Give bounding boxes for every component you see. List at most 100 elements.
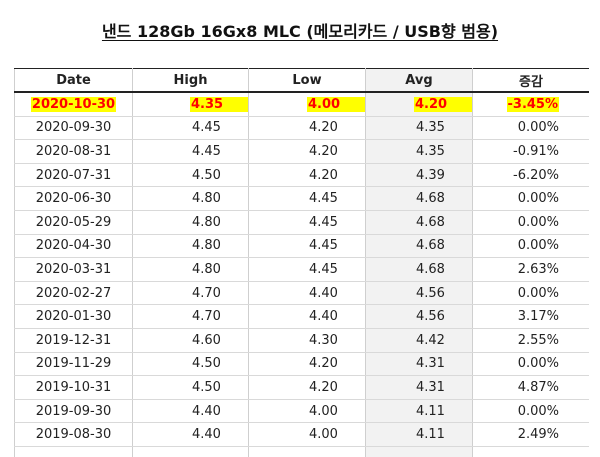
change-value: 0.00% — [517, 285, 559, 301]
avg-value: 4.35 — [416, 120, 445, 136]
cell-avg: 4.39 — [365, 163, 473, 188]
date-value: 2020-09-30 — [35, 120, 112, 136]
cell-low: 4.20 — [248, 163, 366, 188]
table-row: 2020-01-30 4.70 4.40 4.56 3.17% — [14, 304, 589, 329]
cell-high: 4.35 — [132, 92, 249, 117]
cell-date: 2020-02-27 — [14, 281, 133, 306]
high-value: 4.80 — [192, 214, 221, 230]
table-row: 2020-08-31 4.45 4.20 4.35 -0.91% — [14, 139, 589, 164]
change-value: 0.00% — [517, 238, 559, 254]
cell-date: 2020-09-30 — [14, 116, 133, 141]
cell-high: 4.40 — [132, 399, 249, 424]
table-row: 2020-02-27 4.70 4.40 4.56 0.00% — [14, 281, 589, 306]
avg-value: 4.20 — [414, 96, 472, 112]
high-value: 4.45 — [192, 120, 221, 136]
date-value: 2020-06-30 — [35, 191, 112, 207]
avg-value: 4.56 — [416, 309, 445, 325]
cell-date: 2020-10-30 — [14, 92, 133, 117]
date-value: 2019-08-30 — [35, 427, 112, 443]
cell-avg: 4.31 — [365, 352, 473, 377]
cell-low: 4.20 — [248, 352, 366, 377]
table-row: 2019-10-31 4.50 4.20 4.31 4.87% — [14, 375, 589, 400]
avg-value: 4.31 — [416, 356, 445, 372]
title-text: 낸드 128Gb 16Gx8 MLC (메모리카드 / USB향 범용) — [101, 22, 499, 41]
cell-date: 2020-07-31 — [14, 163, 133, 188]
high-value: 4.60 — [192, 332, 221, 348]
change-value: 0.00% — [517, 120, 559, 136]
cell-change: 0.00% — [472, 281, 589, 306]
cell-low: 4.45 — [248, 186, 366, 211]
avg-value: 4.31 — [416, 379, 445, 395]
cell-low — [248, 446, 366, 457]
date-value: 2020-05-29 — [35, 214, 112, 230]
cell-high: 4.50 — [132, 352, 249, 377]
header-change: 증감 — [472, 68, 589, 93]
table-row: 2020-07-31 4.50 4.20 4.39 -6.20% — [14, 163, 589, 188]
date-value: 2020-03-31 — [35, 261, 112, 277]
table-row: 2019-12-31 4.60 4.30 4.42 2.55% — [14, 328, 589, 353]
cell-date: 2020-03-31 — [14, 257, 133, 282]
cell-low: 4.20 — [248, 139, 366, 164]
date-value: 2020-04-30 — [35, 238, 112, 254]
date-value: 2020-10-30 — [30, 96, 117, 112]
cell-date: 2020-04-30 — [14, 234, 133, 259]
cell-low: 4.40 — [248, 281, 366, 306]
cell-change — [472, 446, 589, 457]
cell-low: 4.30 — [248, 328, 366, 353]
avg-value: 4.68 — [416, 214, 445, 230]
cell-high: 4.80 — [132, 234, 249, 259]
low-value: 4.45 — [309, 191, 338, 207]
cell-avg: 4.35 — [365, 139, 473, 164]
cell-low: 4.00 — [248, 399, 366, 424]
cell-avg: 4.68 — [365, 234, 473, 259]
high-value: 4.45 — [192, 143, 221, 159]
low-value: 4.00 — [307, 96, 365, 112]
cell-low: 4.45 — [248, 257, 366, 282]
cell-avg: 4.20 — [365, 92, 473, 117]
avg-value: 4.39 — [416, 167, 445, 183]
cell-date: 2020-01-30 — [14, 304, 133, 329]
change-value: -3.45% — [506, 96, 559, 112]
change-value: -6.20% — [513, 167, 559, 183]
low-value: 4.20 — [309, 356, 338, 372]
table-row: 2019-09-30 4.40 4.00 4.11 0.00% — [14, 399, 589, 424]
table-row: 2020-03-31 4.80 4.45 4.68 2.63% — [14, 257, 589, 282]
cell-low: 4.00 — [248, 92, 366, 117]
cell-change: 2.49% — [472, 422, 589, 447]
cell-avg: 4.42 — [365, 328, 473, 353]
date-value: 2019-11-29 — [35, 356, 112, 372]
price-table: Date High Low Avg 증감 2020-10-30 4.35 4.00 4… — [14, 68, 589, 457]
cell-avg: 4.35 — [365, 116, 473, 141]
cell-high: 4.45 — [132, 139, 249, 164]
low-value: 4.00 — [309, 403, 338, 419]
cell-low: 4.20 — [248, 375, 366, 400]
avg-value: 4.68 — [416, 261, 445, 277]
cell-high: 4.70 — [132, 281, 249, 306]
cell-date: 2019-09-30 — [14, 399, 133, 424]
cell-date — [14, 446, 133, 457]
header-high: High — [132, 68, 249, 93]
cell-change: 0.00% — [472, 210, 589, 235]
avg-value: 4.68 — [416, 238, 445, 254]
cell-low: 4.45 — [248, 234, 366, 259]
change-value: 0.00% — [517, 403, 559, 419]
cell-change: 0.00% — [472, 186, 589, 211]
cell-change: 0.00% — [472, 234, 589, 259]
cell-high: 4.70 — [132, 304, 249, 329]
low-value: 4.45 — [309, 261, 338, 277]
cell-avg: 4.56 — [365, 304, 473, 329]
cell-high: 4.40 — [132, 422, 249, 447]
date-value: 2020-07-31 — [35, 167, 112, 183]
high-value: 4.80 — [192, 191, 221, 207]
cell-change: -3.45% — [472, 92, 589, 117]
high-value: 4.70 — [192, 285, 221, 301]
cell-low: 4.00 — [248, 422, 366, 447]
date-value: 2019-09-30 — [35, 403, 112, 419]
date-value: 2020-08-31 — [35, 143, 112, 159]
low-value: 4.45 — [309, 214, 338, 230]
high-value: 4.35 — [190, 96, 248, 112]
page-title: 낸드 128Gb 16Gx8 MLC (메모리카드 / USB향 범용) — [0, 18, 600, 42]
avg-value: 4.68 — [416, 191, 445, 207]
cell-change: 0.00% — [472, 352, 589, 377]
high-value: 4.70 — [192, 309, 221, 325]
